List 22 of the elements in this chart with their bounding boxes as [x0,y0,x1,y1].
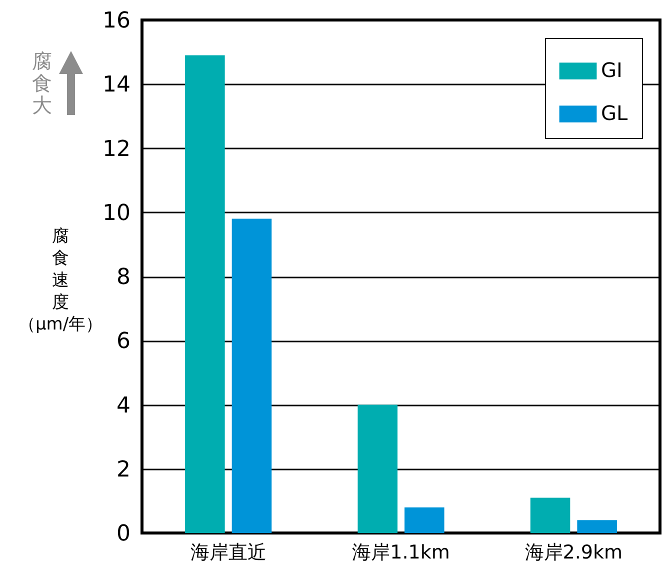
y-tick-label: 8 [116,265,130,290]
x-tick-label: 海岸直近 [190,542,266,564]
legend-label: GI [601,58,622,82]
y-axis-title: 腐食速度（μm/年） [18,226,103,334]
x-tick-label: 海岸1.1km [352,542,450,564]
bar [358,404,398,533]
bar [404,507,444,533]
y-tick-label: 12 [102,136,130,162]
y-tick-label: 14 [102,72,130,98]
y-tick-label: 10 [102,200,130,226]
y-tick-label: 16 [102,8,130,34]
y-tick-label: 2 [116,457,130,482]
legend-label: GL [601,101,628,125]
y-tick-label: 0 [116,522,130,546]
x-tick-label: 海岸2.9km [524,542,623,564]
bar [232,218,272,533]
text: 腐食大 [31,49,53,117]
bar [530,498,570,533]
y-tick-label: 4 [116,393,130,418]
bar [577,520,617,533]
bar [185,55,225,533]
y-tick-label: 6 [116,329,130,354]
